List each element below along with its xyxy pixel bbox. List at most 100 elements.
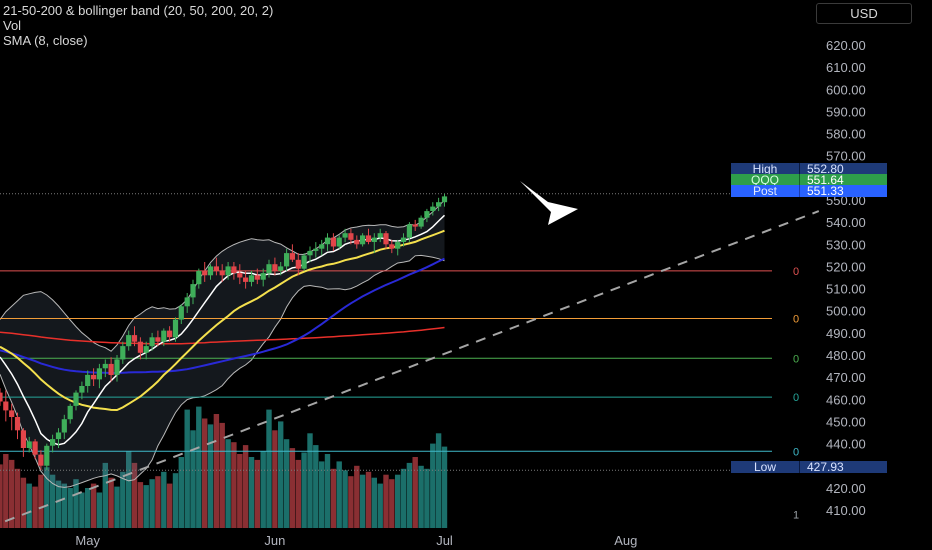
candle-body: [389, 244, 395, 249]
price-axis-label: 490.00: [826, 326, 866, 341]
volume-bar: [389, 479, 395, 528]
fib-level-label: 0: [793, 266, 799, 278]
candle-body: [190, 284, 196, 298]
indicator-legend[interactable]: 21-50-200 & bollinger band (20, 50, 200,…: [3, 3, 274, 18]
candle-body: [418, 217, 424, 227]
volume-bar: [266, 409, 272, 528]
volume-bar: [3, 454, 9, 528]
symbol-value: 551.64: [799, 174, 887, 186]
candle-body: [436, 202, 442, 207]
volume-bar: [307, 433, 313, 528]
candle-body: [365, 235, 372, 242]
candle-body: [231, 266, 237, 273]
candle-body: [225, 266, 231, 276]
fib-level-label: 1: [793, 509, 799, 521]
volume-bar: [435, 433, 442, 528]
candle-body: [395, 242, 401, 249]
candle-body: [172, 319, 179, 338]
candle-body: [44, 445, 50, 466]
high-value: 552.80: [799, 163, 887, 175]
fib-level-label: 0: [793, 392, 799, 404]
volume-legend[interactable]: Vol: [3, 18, 22, 33]
time-axis-label: Aug: [614, 533, 637, 548]
volume-bar: [441, 446, 448, 528]
candle-body: [55, 432, 62, 440]
price-axis-label: 420.00: [826, 481, 866, 496]
volume-bar: [155, 476, 161, 528]
candle-body: [307, 250, 313, 256]
price-axis-label: 590.00: [826, 104, 866, 119]
candle-body: [137, 341, 143, 353]
arrow-annotation: [520, 181, 578, 225]
volume-bar: [44, 467, 50, 528]
candle-body: [289, 253, 295, 260]
volume-bar: [114, 486, 120, 528]
bollinger-lower-line: [0, 254, 445, 488]
volume-bar: [67, 488, 73, 528]
volume-bar: [184, 409, 190, 528]
candle-body: [79, 386, 85, 393]
post-price-tag: Post 551.33: [731, 185, 887, 197]
candle-body: [400, 237, 407, 242]
volume-bar: [9, 459, 15, 528]
volume-bar: [272, 430, 278, 528]
low-price-tag: Low 427.93: [731, 461, 887, 473]
fib-level-label: 0: [793, 446, 799, 458]
candle-body: [67, 405, 73, 420]
volume-bar: [342, 470, 348, 528]
candle-body: [243, 277, 249, 282]
candle-body: [272, 264, 278, 271]
volume-bar: [336, 461, 342, 528]
candle-body: [213, 266, 219, 271]
candle-body: [73, 392, 79, 406]
bollinger-upper-line: [0, 199, 445, 352]
candle-body: [91, 374, 97, 380]
currency-selector[interactable]: USD: [816, 3, 912, 24]
price-axis-label: 620.00: [826, 38, 866, 53]
ma200-line: [0, 326, 445, 345]
candle-body: [14, 417, 21, 431]
candle-body: [202, 270, 208, 276]
volume-bar: [196, 406, 202, 528]
candle-body: [143, 346, 149, 353]
volume-bar: [90, 483, 97, 528]
volume-bar: [377, 483, 383, 528]
volume-bar: [161, 471, 167, 528]
candle-body: [120, 346, 126, 360]
candles: [0, 193, 448, 471]
candle-body: [371, 237, 377, 242]
ma50-line: [0, 257, 445, 374]
price-axis-label: 540.00: [826, 215, 866, 230]
candle-body: [430, 206, 436, 211]
candle-body: [313, 248, 319, 251]
volume-bar: [96, 492, 103, 528]
volume-bar: [102, 462, 108, 528]
volume-bar: [26, 483, 32, 528]
volume-bar: [424, 468, 430, 528]
volume-bar: [313, 445, 319, 528]
volume-bar: [283, 439, 290, 528]
high-label: High: [731, 163, 799, 175]
fib-level-label: 0: [793, 353, 799, 365]
candle-body: [254, 275, 260, 280]
candle-body: [319, 244, 325, 249]
volume-bar: [61, 483, 67, 528]
candle-body: [295, 259, 301, 269]
price-axis-label: 500.00: [826, 304, 866, 319]
volume-bar: [278, 421, 284, 528]
volume-bar: [49, 474, 56, 528]
volume-bar: [207, 424, 214, 528]
post-value: 551.33: [799, 185, 887, 197]
volume-bar: [237, 454, 243, 528]
candle-body: [184, 297, 190, 307]
volume-bar: [242, 445, 249, 528]
candle-body: [20, 430, 26, 448]
sma-legend[interactable]: SMA (8, close): [3, 33, 88, 48]
candle-body: [266, 264, 272, 274]
candle-body: [354, 239, 360, 245]
candle-body: [207, 266, 214, 276]
price-axis-label: 470.00: [826, 370, 866, 385]
volume-bar: [365, 471, 372, 528]
volume-bar: [319, 461, 325, 528]
